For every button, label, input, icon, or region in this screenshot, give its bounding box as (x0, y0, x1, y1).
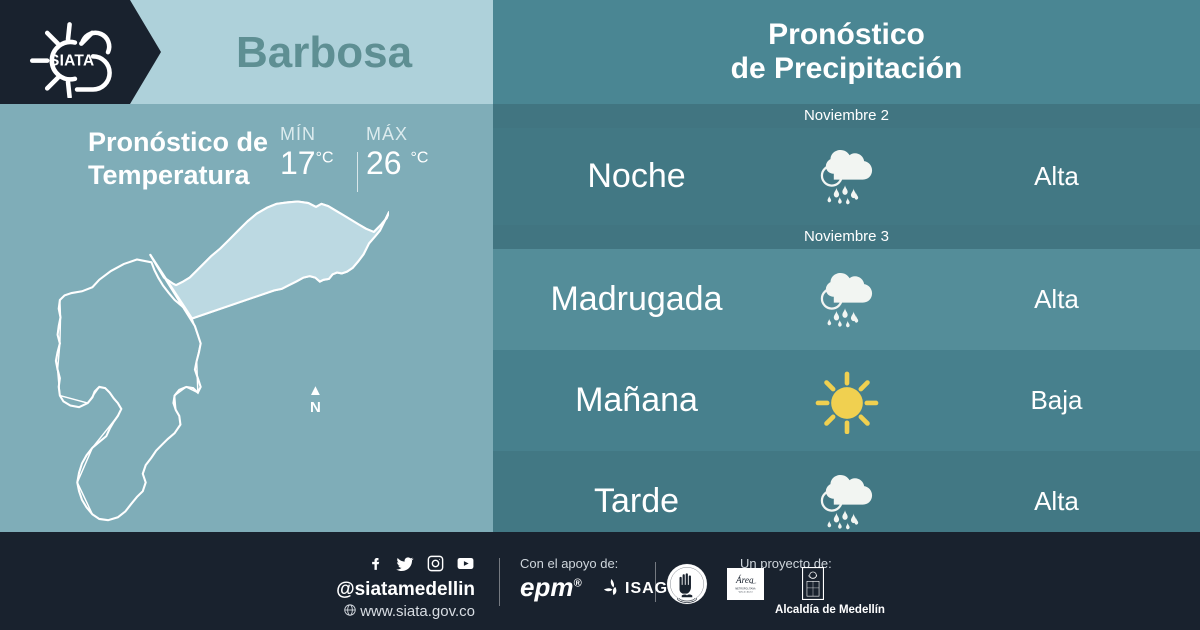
svg-text:SIATA: SIATA (49, 52, 94, 69)
svg-text:METROPOLITANA: METROPOLITANA (735, 587, 756, 590)
svg-text:Valle de Aburrá: Valle de Aburrá (738, 591, 753, 594)
